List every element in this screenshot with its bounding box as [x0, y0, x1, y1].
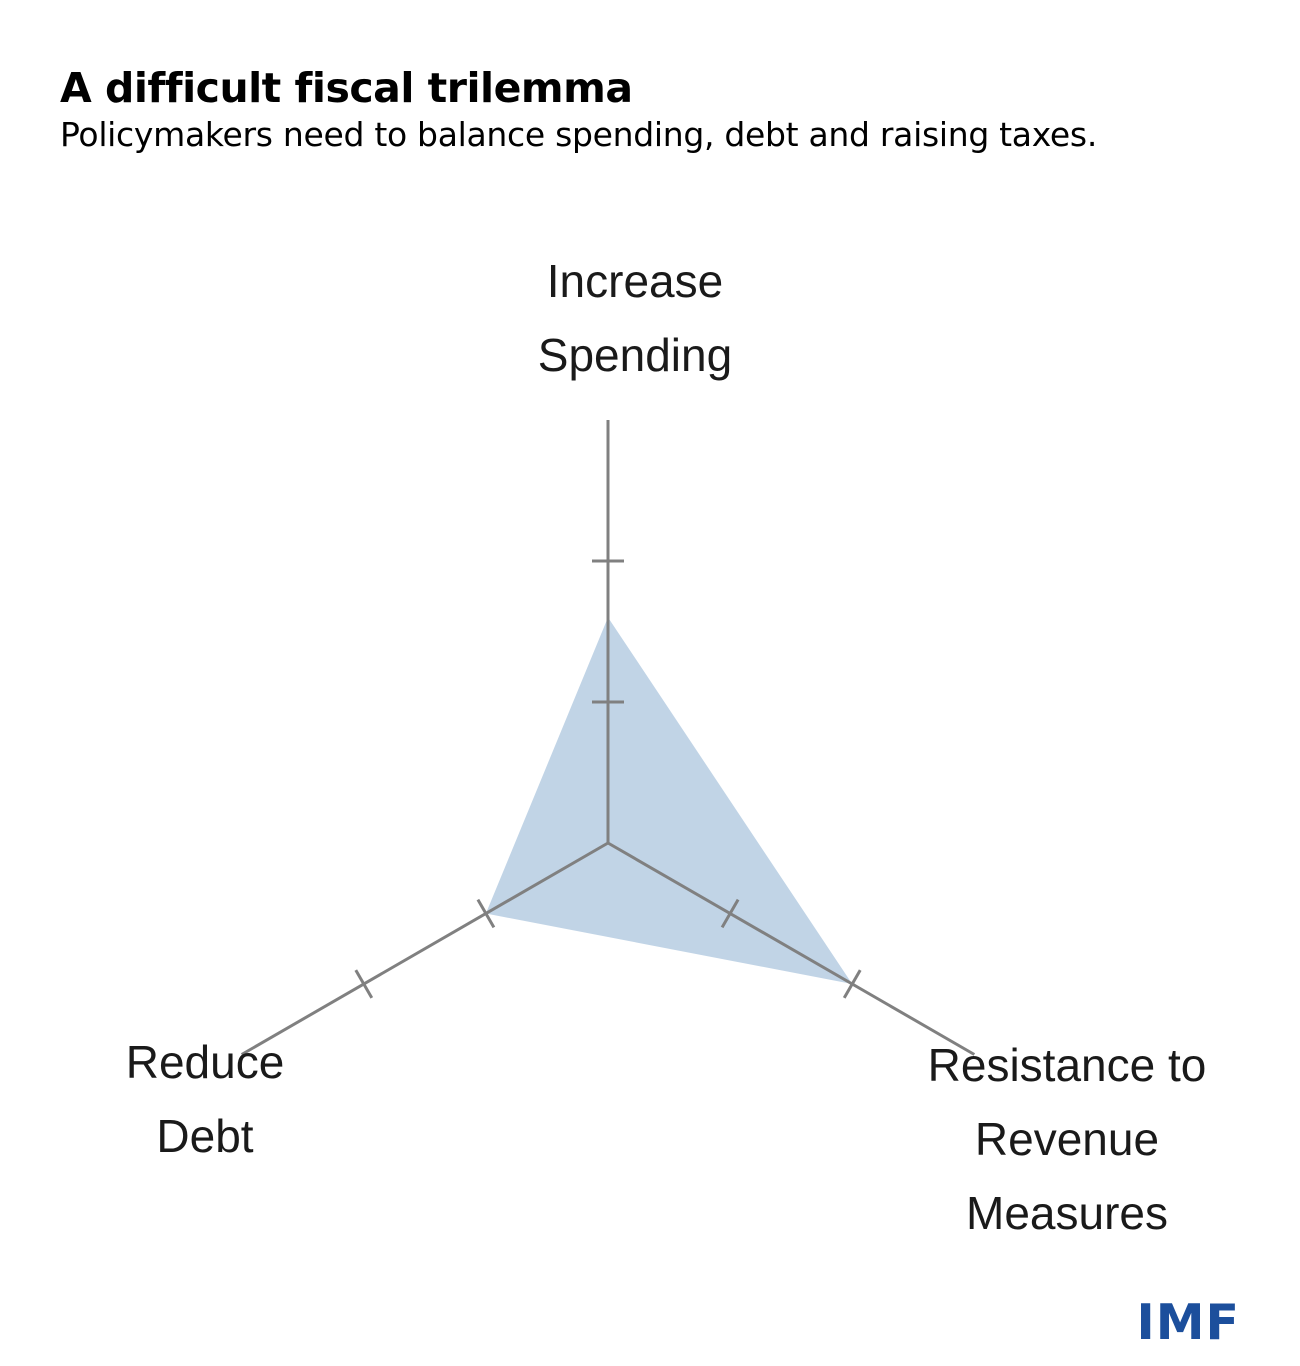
axis-label-line: Revenue: [975, 1113, 1159, 1165]
axis-label-line: Increase: [547, 255, 723, 307]
header: A difficult fiscal trilemma Policymakers…: [60, 62, 1280, 156]
axes: [240, 420, 976, 1056]
axis-tick-revenue-2: [842, 969, 862, 999]
axis-label-line: Reduce: [126, 1036, 285, 1088]
imf-logo: IMF: [1136, 1294, 1240, 1351]
axis-tick-debt-2: [354, 969, 374, 999]
page-title: A difficult fiscal trilemma: [60, 64, 633, 112]
axis-label-line: Resistance to: [928, 1039, 1207, 1091]
trilemma-shape: [485, 617, 853, 984]
axis-tick-debt-1: [476, 898, 496, 929]
axis-label-debt: Reduce Debt: [126, 1036, 285, 1162]
axis-label-line: Measures: [966, 1187, 1168, 1239]
page-subtitle: Policymakers need to balance spending, d…: [60, 115, 1098, 154]
axis-label-line: Debt: [156, 1110, 253, 1162]
axis-tick-revenue-1: [720, 898, 740, 929]
axis-label-spending: Increase Spending: [538, 255, 732, 381]
axis-label-revenue: Resistance to Revenue Measures: [928, 1039, 1207, 1239]
axis-line-revenue: [607, 841, 976, 1056]
axis-labels: Increase Spending Resistance to Revenue Meas…: [126, 255, 1207, 1239]
axis-line-debt: [240, 841, 609, 1056]
axis-label-line: Spending: [538, 329, 732, 381]
